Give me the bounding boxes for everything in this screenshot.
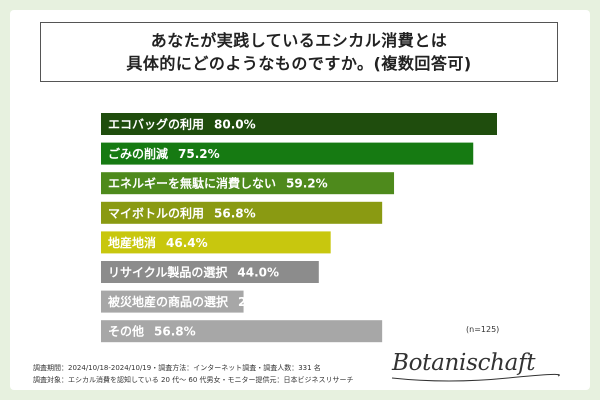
bar-category-2: エネルギーを無駄に消費しない — [108, 176, 276, 191]
bar-2 — [101, 172, 395, 195]
bar-value-1: 75.2% — [178, 147, 220, 161]
footnote-survey-period: 調査期間：2024/10/18-2024/10/19・調査方法：インターネット調… — [33, 364, 321, 372]
bar-label-4: 地産地消 46.4% — [108, 235, 208, 250]
bar-category-5: リサイクル製品の選択 — [108, 265, 228, 280]
bar-label-3: マイボトルの利用 56.8% — [108, 205, 256, 220]
bar-4 — [101, 231, 331, 254]
bar-label-1: ごみの削減 75.2% — [108, 146, 220, 161]
bar-value-5: 44.0% — [237, 266, 279, 280]
bar-value-3: 56.8% — [214, 206, 256, 220]
footnote-survey-target: 調査対象：エシカル消費を認知している 20 代～ 60 代男女・モニター提供元：… — [33, 375, 354, 384]
bar-value-4: 46.4% — [166, 236, 208, 250]
bar-category-4: 地産地消 — [108, 235, 156, 250]
logo-underline-flourish — [391, 373, 560, 382]
sample-size: (n=125) — [466, 325, 500, 334]
bar-category-1: ごみの削減 — [108, 146, 168, 161]
bar-5 — [101, 261, 319, 283]
bar-label-2: エネルギーを無駄に消費しない 59.2% — [108, 176, 328, 191]
bar-category-0: エコバッグの利用 — [108, 117, 204, 132]
bar-7 — [101, 320, 383, 343]
title-line-2: 具体的にどのようなものですか。(複数回答可) — [126, 54, 472, 73]
bar-0 — [101, 113, 497, 135]
title-line-1: あなたが実践しているエシカル消費とは — [150, 31, 448, 50]
bar-1 — [101, 142, 474, 165]
bar-value-2: 59.2% — [286, 177, 328, 191]
bar-label-6: 被災地産の商品の選択 28.8% — [108, 294, 280, 309]
bar-value-7: 56.8% — [154, 325, 196, 339]
bar-label-0: エコバッグの利用 80.0% — [108, 117, 256, 132]
bar-value-0: 80.0% — [214, 118, 256, 132]
bar-3 — [101, 201, 383, 224]
botanischaft-logo: Botanischaft — [391, 350, 560, 382]
footnotes: 調査期間：2024/10/18-2024/10/19・調査方法：インターネット調… — [33, 363, 354, 386]
bar-category-7: その他 — [108, 324, 144, 339]
logo-text: Botanischaft — [391, 350, 536, 376]
bar-label-7: その他 56.8% — [108, 324, 196, 339]
bar-value-6: 28.8% — [238, 295, 280, 309]
bar-label-5: リサイクル製品の選択 44.0% — [108, 265, 279, 280]
bar-6 — [101, 290, 244, 313]
bar-category-6: 被災地産の商品の選択 — [108, 294, 229, 309]
title-box: あなたが実践しているエシカル消費とは 具体的にどのようなものですか。(複数回答可… — [40, 22, 558, 82]
bar-category-3: マイボトルの利用 — [108, 205, 204, 220]
